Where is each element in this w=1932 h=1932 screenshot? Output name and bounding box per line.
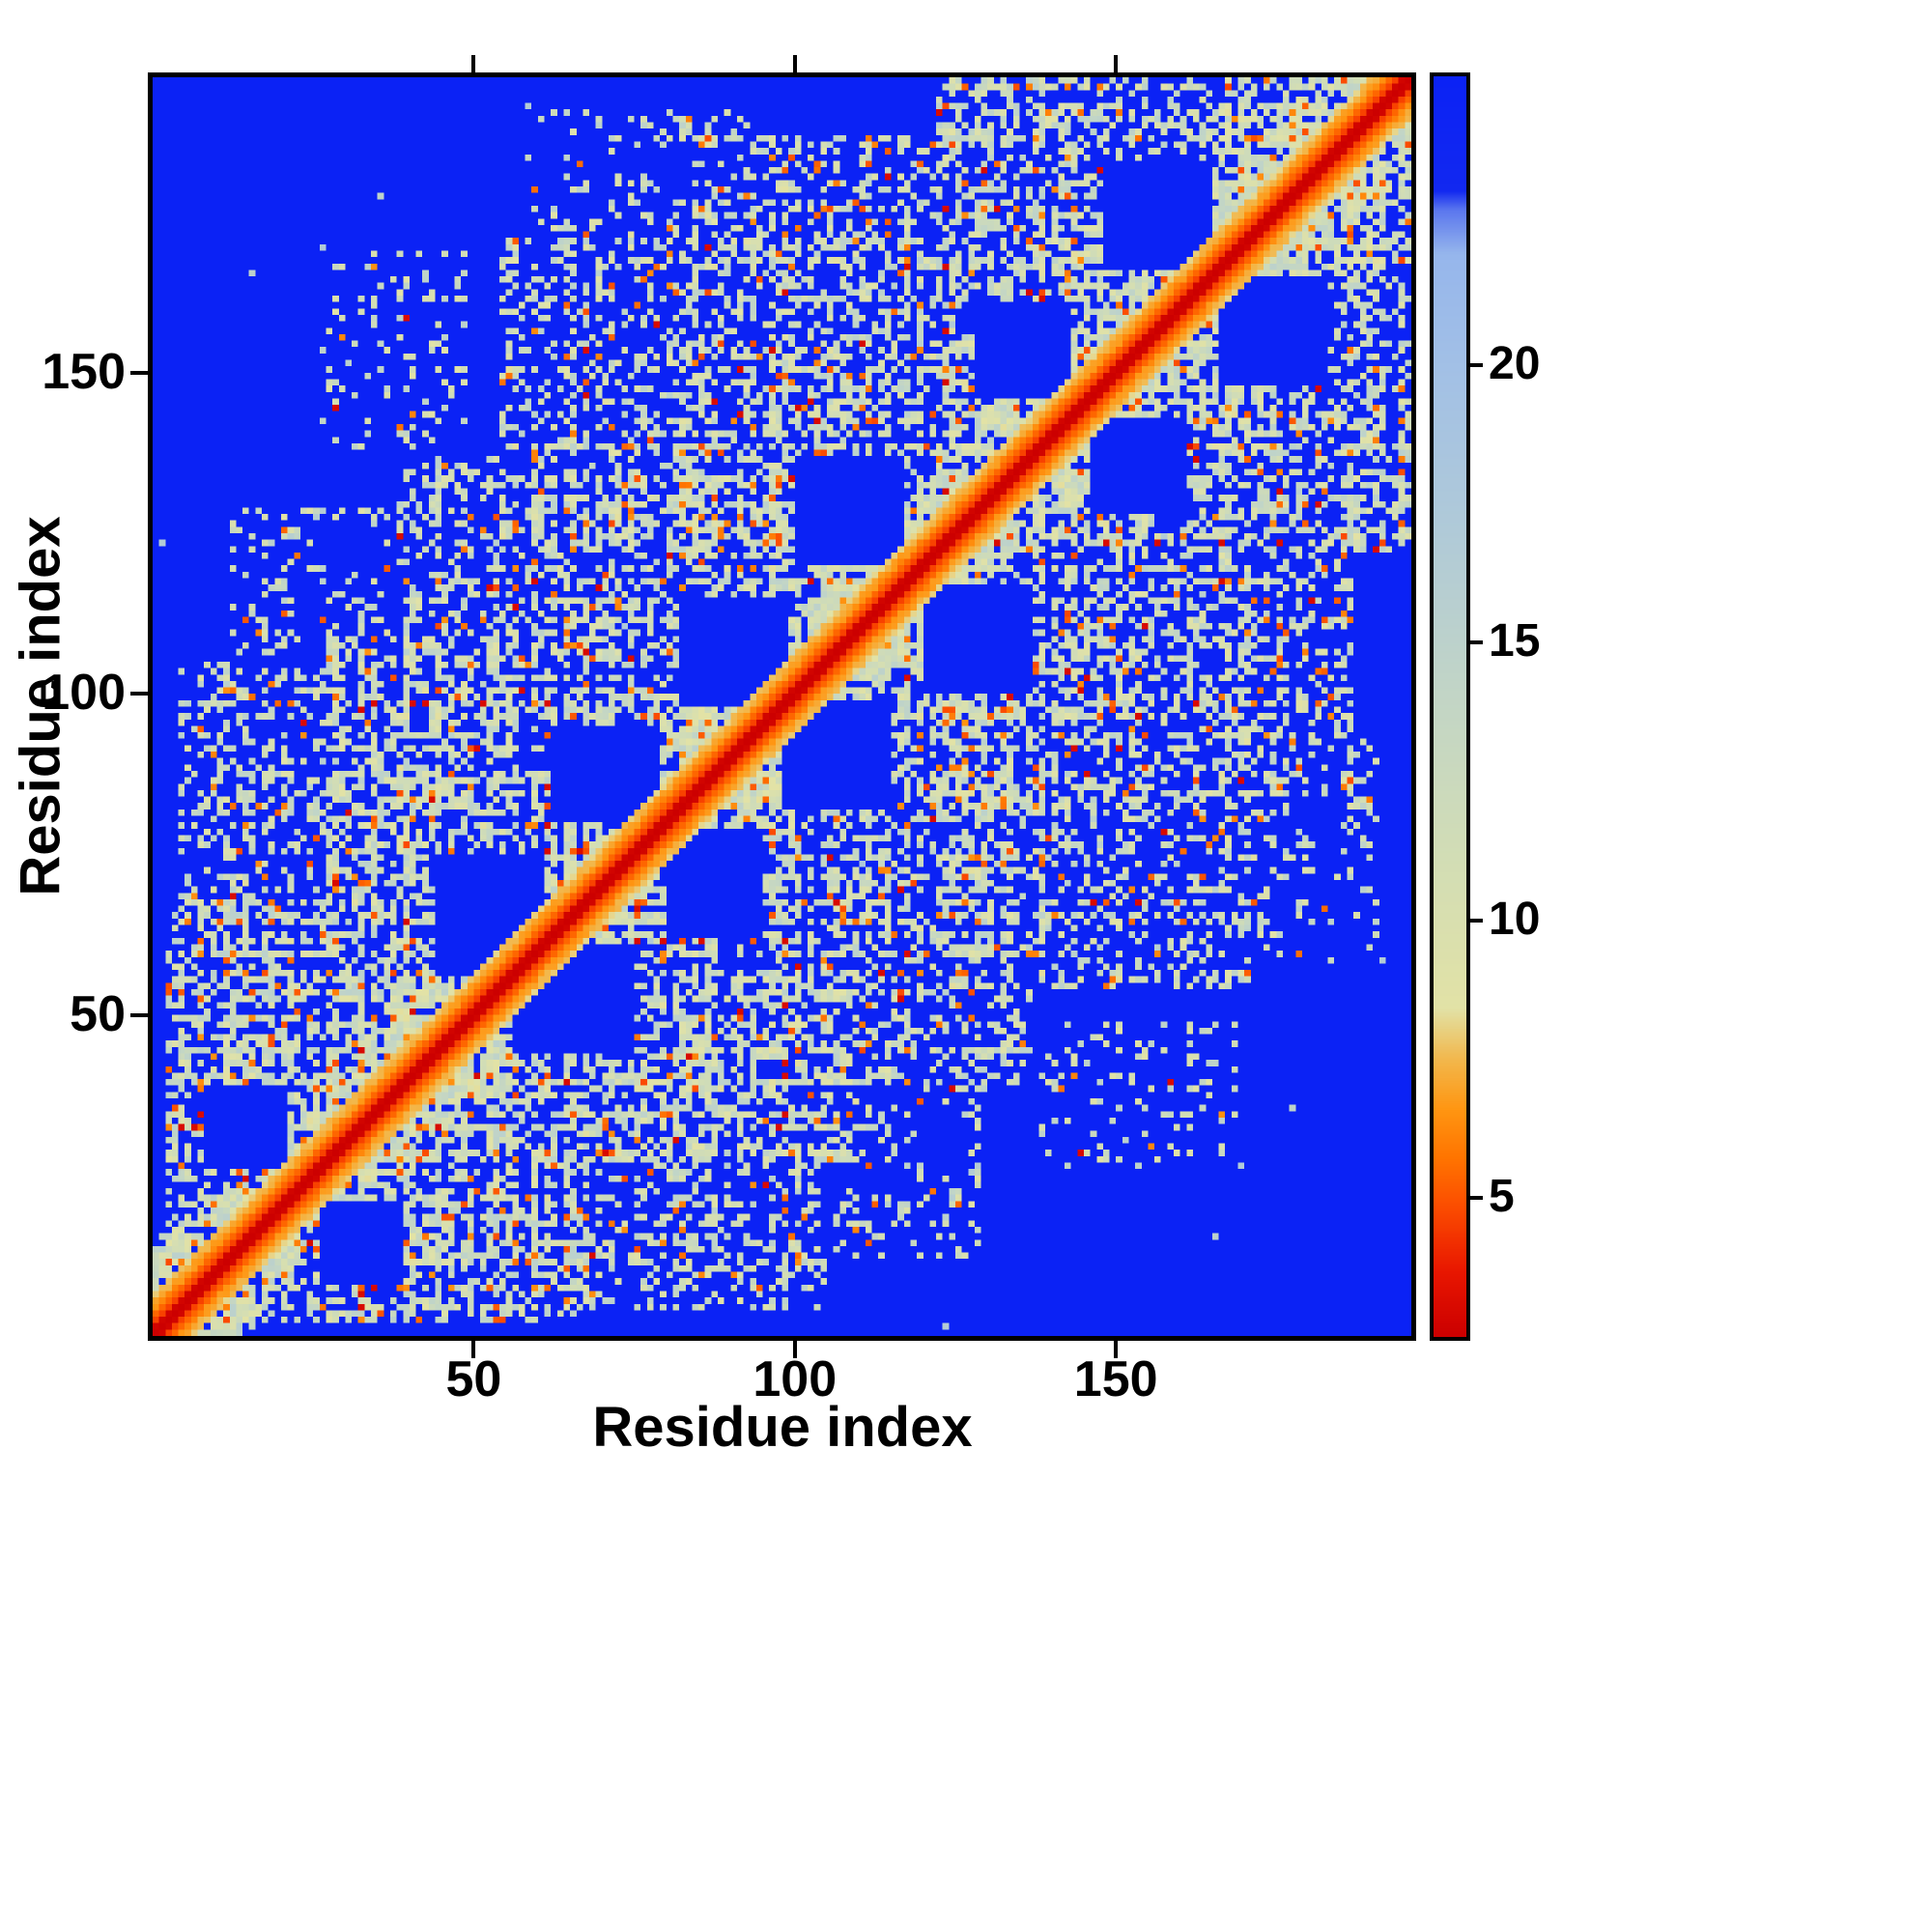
y-tick-label: 50 bbox=[70, 985, 126, 1042]
colorbar-tick-label: 10 bbox=[1489, 893, 1541, 945]
colorbar-tick-mark bbox=[1470, 1196, 1483, 1201]
colorbar-tick-label: 5 bbox=[1489, 1171, 1515, 1223]
x-tick-label: 150 bbox=[1073, 1351, 1158, 1407]
x-tick-mark-top bbox=[1114, 55, 1119, 72]
colorbar-tick-label: 20 bbox=[1489, 337, 1541, 389]
colorbar-gradient bbox=[1434, 76, 1466, 1337]
colorbar-tick-mark bbox=[1470, 918, 1483, 923]
heatmap-canvas bbox=[153, 77, 1411, 1336]
colorbar-tick-mark bbox=[1470, 362, 1483, 367]
y-tick-mark bbox=[130, 370, 148, 375]
x-axis-label: Residue index bbox=[592, 1396, 973, 1459]
colorbar-frame bbox=[1430, 72, 1470, 1341]
x-tick-mark bbox=[1114, 1341, 1119, 1358]
colorbar-tick-mark bbox=[1470, 640, 1483, 645]
x-tick-mark bbox=[792, 1341, 797, 1358]
y-tick-label: 100 bbox=[42, 665, 126, 722]
heatmap-frame bbox=[148, 72, 1416, 1341]
y-tick-mark bbox=[130, 1012, 148, 1017]
x-tick-mark-top bbox=[471, 55, 476, 72]
colorbar-tick-label: 15 bbox=[1489, 615, 1541, 668]
x-tick-mark bbox=[471, 1341, 476, 1358]
y-tick-label: 150 bbox=[42, 343, 126, 400]
x-tick-label: 100 bbox=[753, 1351, 838, 1407]
x-tick-mark-top bbox=[792, 55, 797, 72]
y-tick-mark bbox=[130, 692, 148, 696]
x-tick-label: 50 bbox=[445, 1351, 502, 1407]
